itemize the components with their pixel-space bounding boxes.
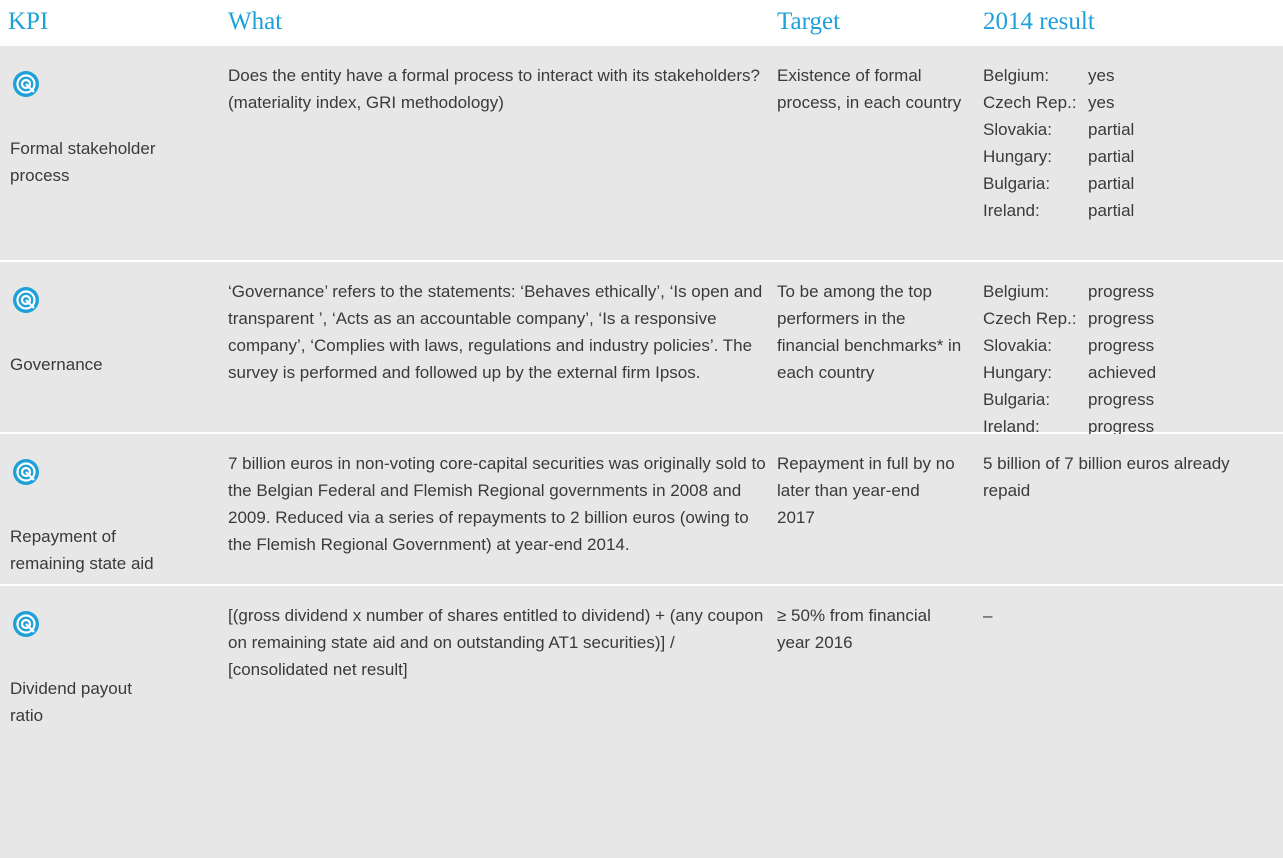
result: 5 billion of 7 billion euros already rep… — [983, 454, 1230, 500]
column-header: 2014 result — [983, 8, 1095, 35]
country: Hungary: — [983, 363, 1052, 382]
kpi-icon — [12, 458, 40, 491]
kpi-icon — [12, 610, 40, 643]
result-line: Ireland: partial — [983, 197, 1273, 224]
result-line: Hungary: achieved — [983, 359, 1273, 386]
table-row: Formal stakeholder process Does the entit… — [0, 46, 1283, 260]
status: progress — [1088, 390, 1155, 409]
status: partial — [1088, 147, 1135, 166]
kpi-name: Governance — [10, 355, 103, 374]
result: – — [983, 606, 993, 625]
result-line: Bulgaria: partial — [983, 170, 1273, 197]
result-line: Slovakia: progress — [983, 332, 1273, 359]
result-line: Slovakia: partial — [983, 116, 1273, 143]
kpi-icon — [12, 70, 40, 103]
result-line: Bulgaria: progress — [983, 386, 1273, 413]
result: Belgium: yes Czech Rep.: yes Slovakia: partia… — [983, 62, 1273, 224]
result-line: Belgium: progress — [983, 278, 1273, 305]
country: Belgium: — [983, 66, 1050, 85]
country: Ireland: — [983, 417, 1040, 436]
kpi-icon — [12, 286, 40, 319]
target-text: To be among the top performers in the fi… — [777, 282, 962, 382]
status: partial — [1088, 174, 1135, 193]
column-header: KPI — [8, 8, 49, 35]
result-line: Ireland: progress — [983, 413, 1273, 440]
country: Slovakia: — [983, 336, 1052, 355]
result: Belgium: progress Czech Rep.: progress Slova… — [983, 278, 1273, 440]
country: Czech Rep.: — [983, 309, 1077, 328]
status: partial — [1088, 201, 1135, 220]
table-row: Repayment of remaining state aid 7 billio… — [0, 434, 1283, 584]
what-text: Does the entity have a formal process to… — [228, 66, 760, 112]
table-row: Dividend payout ratio [(gross dividend x … — [0, 586, 1283, 858]
status: progress — [1088, 309, 1155, 328]
status: yes — [1088, 93, 1115, 112]
target-text: Existence of formal process, in each cou… — [777, 66, 962, 112]
what-text: ‘Governance’ refers to the statements: ‘… — [228, 282, 763, 382]
target-text: Repayment in full by no later than year-… — [777, 454, 955, 527]
country: Slovakia: — [983, 120, 1052, 139]
kpi-name: Formal stakeholder process — [10, 139, 156, 185]
column-header: Target — [777, 8, 841, 35]
result-line: Belgium: yes — [983, 62, 1273, 89]
country: Czech Rep.: — [983, 93, 1077, 112]
country: Belgium: — [983, 282, 1050, 301]
status: progress — [1088, 417, 1155, 436]
status: yes — [1088, 66, 1115, 85]
kpi-name: Repayment of remaining state aid — [10, 527, 154, 573]
country: Bulgaria: — [983, 174, 1051, 193]
target-text: ≥ 50% from financial year 2016 — [777, 606, 931, 652]
status: progress — [1088, 282, 1155, 301]
result-line: Czech Rep.: progress — [983, 305, 1273, 332]
country: Ireland: — [983, 201, 1040, 220]
column-header: What — [228, 8, 283, 35]
status: achieved — [1088, 363, 1157, 382]
what-text: [(gross dividend x number of shares enti… — [228, 606, 764, 679]
what-text: 7 billion euros in non-voting core-capit… — [228, 454, 766, 554]
kpi-name: Dividend payout ratio — [10, 679, 132, 725]
status: progress — [1088, 336, 1155, 355]
country: Hungary: — [983, 147, 1052, 166]
result-line: Czech Rep.: yes — [983, 89, 1273, 116]
table-row: Governance ‘Governance’ refers to the sta… — [0, 262, 1283, 436]
result-line: Hungary: partial — [983, 143, 1273, 170]
country: Bulgaria: — [983, 390, 1051, 409]
status: partial — [1088, 120, 1135, 139]
